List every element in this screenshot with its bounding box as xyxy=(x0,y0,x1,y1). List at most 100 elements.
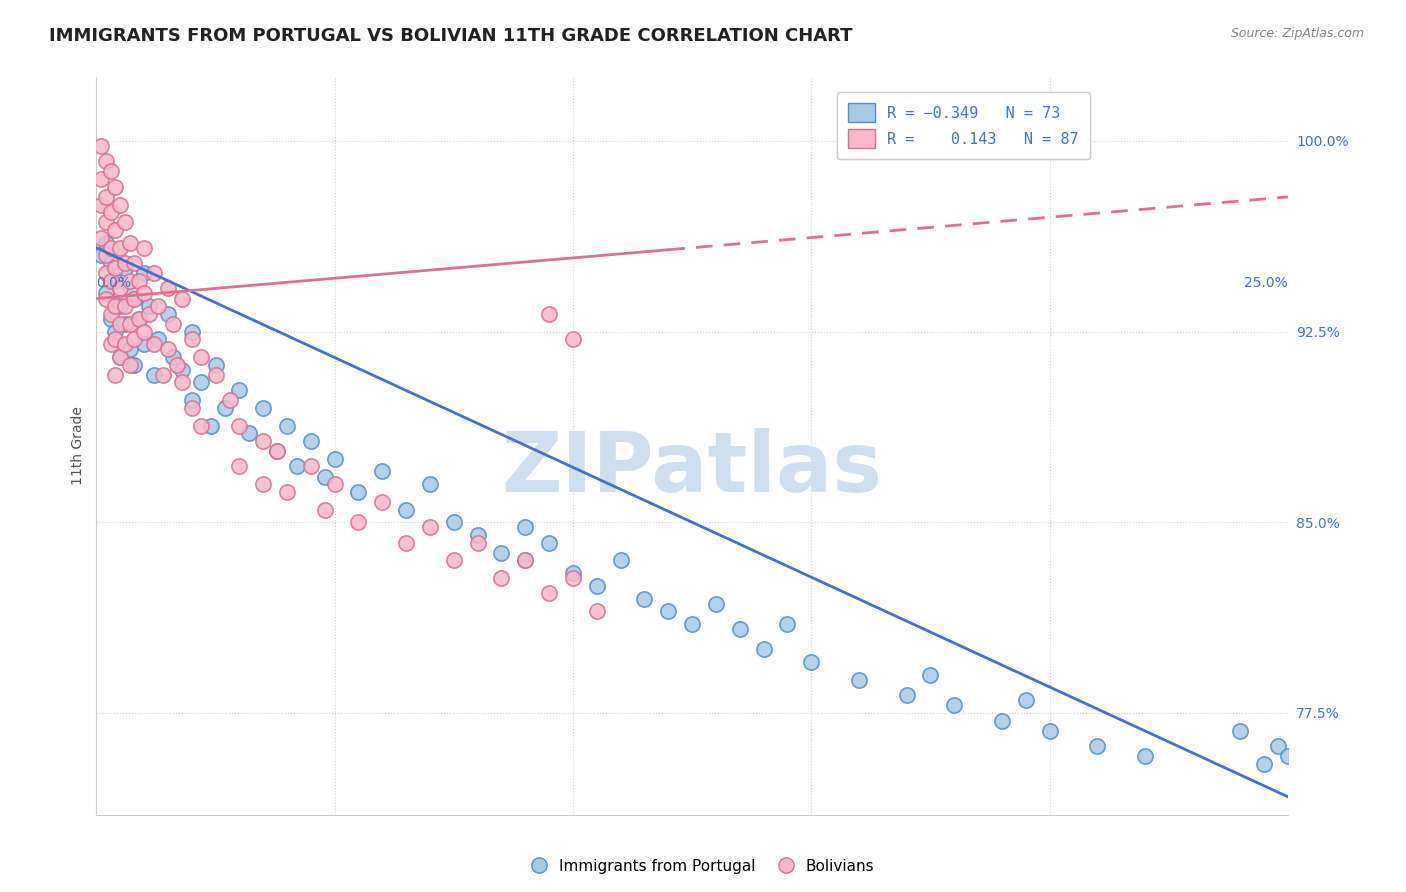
Point xyxy=(138,307,160,321)
Point xyxy=(228,418,250,433)
Point xyxy=(94,190,117,204)
Point xyxy=(200,418,222,433)
Point xyxy=(1277,749,1299,764)
Point xyxy=(124,292,146,306)
Point xyxy=(180,325,202,339)
Point xyxy=(100,241,122,255)
Point xyxy=(491,546,513,560)
Point xyxy=(132,337,155,351)
Point xyxy=(920,667,942,681)
Text: 0.0%: 0.0% xyxy=(97,277,131,291)
Point xyxy=(347,484,370,499)
Point xyxy=(657,604,679,618)
Point xyxy=(347,515,370,529)
Point xyxy=(180,401,202,415)
Point xyxy=(166,358,188,372)
Point xyxy=(323,477,346,491)
Point xyxy=(538,535,561,549)
Point xyxy=(681,616,703,631)
Point xyxy=(1085,739,1108,753)
Text: 25.0%: 25.0% xyxy=(1244,277,1288,291)
Point xyxy=(156,307,179,321)
Point xyxy=(100,274,122,288)
Point xyxy=(266,444,288,458)
Point xyxy=(118,317,141,331)
Point xyxy=(128,312,150,326)
Point xyxy=(204,358,226,372)
Point xyxy=(104,179,127,194)
Point xyxy=(108,317,131,331)
Point xyxy=(100,307,122,321)
Legend: Immigrants from Portugal, Bolivians: Immigrants from Portugal, Bolivians xyxy=(526,853,880,880)
Point xyxy=(562,571,585,585)
Point xyxy=(1229,723,1251,738)
Point xyxy=(118,358,141,372)
Point xyxy=(128,312,150,326)
Point xyxy=(848,673,870,687)
Point xyxy=(467,535,489,549)
Point xyxy=(371,495,394,509)
Point xyxy=(100,337,122,351)
Text: Source: ZipAtlas.com: Source: ZipAtlas.com xyxy=(1230,27,1364,40)
Point xyxy=(94,292,117,306)
Point xyxy=(276,484,298,499)
Point xyxy=(118,274,141,288)
Point xyxy=(132,286,155,301)
Point xyxy=(114,317,136,331)
Point xyxy=(228,459,250,474)
Point xyxy=(114,256,136,270)
Point xyxy=(1253,756,1275,771)
Point xyxy=(266,444,288,458)
Point xyxy=(1015,693,1038,707)
Point xyxy=(190,376,212,390)
Point xyxy=(299,459,322,474)
Point xyxy=(94,235,117,250)
Point xyxy=(100,312,122,326)
Point xyxy=(323,451,346,466)
Point xyxy=(180,393,202,408)
Point xyxy=(704,597,727,611)
Point xyxy=(419,477,441,491)
Point xyxy=(538,307,561,321)
Point xyxy=(100,205,122,219)
Point xyxy=(104,332,127,346)
Point xyxy=(142,266,165,280)
Point xyxy=(104,299,127,313)
Legend: R = −0.349   N = 73, R =    0.143   N = 87: R = −0.349 N = 73, R = 0.143 N = 87 xyxy=(837,93,1090,159)
Point xyxy=(314,469,336,483)
Y-axis label: 11th Grade: 11th Grade xyxy=(72,407,86,485)
Point xyxy=(252,401,274,415)
Point xyxy=(172,292,194,306)
Point xyxy=(609,553,631,567)
Point xyxy=(142,368,165,382)
Point xyxy=(752,642,775,657)
Point xyxy=(299,434,322,448)
Point xyxy=(252,477,274,491)
Point xyxy=(515,553,537,567)
Point xyxy=(142,337,165,351)
Point xyxy=(162,317,184,331)
Point xyxy=(124,292,146,306)
Point xyxy=(108,197,131,211)
Point xyxy=(172,376,194,390)
Point xyxy=(896,688,918,702)
Point xyxy=(90,139,112,153)
Point xyxy=(108,241,131,255)
Point xyxy=(128,274,150,288)
Point xyxy=(991,714,1014,728)
Point xyxy=(94,154,117,169)
Point xyxy=(633,591,655,606)
Point xyxy=(124,256,146,270)
Point xyxy=(314,502,336,516)
Point xyxy=(1133,749,1156,764)
Point xyxy=(148,299,170,313)
Point xyxy=(443,553,465,567)
Point xyxy=(108,281,131,295)
Point xyxy=(104,325,127,339)
Point xyxy=(94,215,117,229)
Point xyxy=(118,343,141,357)
Point xyxy=(1038,723,1060,738)
Point xyxy=(180,332,202,346)
Point xyxy=(218,393,240,408)
Point xyxy=(395,502,418,516)
